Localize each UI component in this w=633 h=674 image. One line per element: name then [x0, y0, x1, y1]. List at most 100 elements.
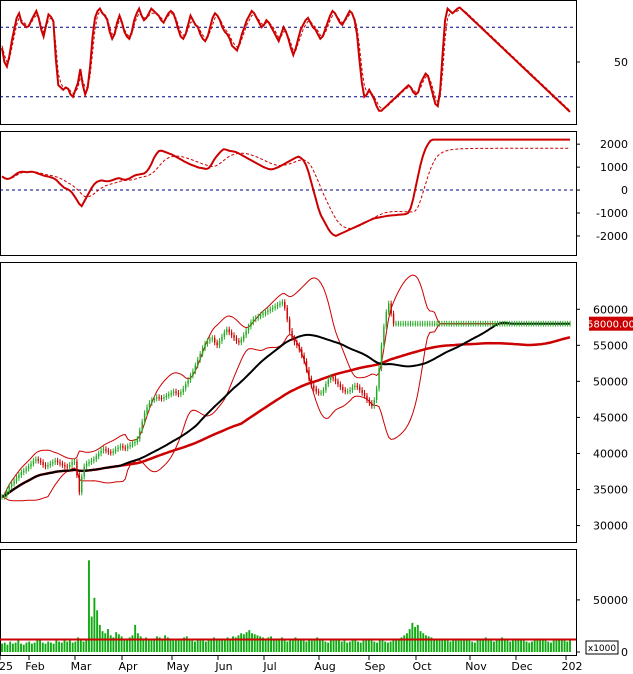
x-tick-label-1: Feb: [25, 660, 44, 673]
candle-body: [368, 400, 371, 403]
volume-bar: [221, 638, 224, 652]
candle-body: [436, 323, 438, 325]
candle-body: [342, 387, 344, 391]
volume-bar: [343, 640, 346, 652]
candle-body: [552, 323, 554, 325]
volume-bar: [166, 637, 169, 652]
candle-body: [390, 303, 392, 314]
volume-bar: [128, 637, 131, 652]
volume-bar: [348, 641, 351, 652]
volume-bar: [33, 642, 36, 652]
volume-bar: [321, 640, 324, 652]
candle-body: [508, 323, 511, 325]
candle-body: [168, 394, 170, 396]
candle-body: [525, 323, 528, 325]
candle-body: [204, 343, 206, 349]
x-tick-label-5: Jun: [214, 660, 232, 673]
volume-bar: [169, 638, 172, 652]
candle-body: [446, 323, 448, 325]
volume-bar: [115, 632, 118, 652]
candle-body: [533, 323, 535, 325]
candle-body: [199, 353, 201, 360]
volume-bar: [101, 631, 104, 652]
volume-bar: [150, 640, 153, 652]
x-tick-label-9: Oct: [412, 660, 432, 673]
bollinger-upper-line: [1, 274, 570, 498]
candle-body: [549, 323, 552, 325]
candle-body: [177, 392, 180, 395]
volume-bar: [408, 629, 411, 652]
candle-body: [165, 395, 168, 398]
candle-body: [494, 323, 496, 325]
volume-bar: [446, 640, 449, 652]
volume-bar: [210, 638, 213, 652]
x-tick-label-3: Apr: [118, 660, 138, 673]
volume-bar: [261, 637, 264, 652]
volume-bar: [327, 642, 330, 652]
candle-body: [523, 323, 525, 325]
candle-body: [349, 390, 351, 392]
volume-bar: [98, 624, 101, 652]
volume-bar: [180, 639, 183, 652]
candle-body: [462, 323, 465, 325]
candle-body: [247, 326, 250, 331]
volume-bar: [308, 639, 311, 652]
volume-bar: [30, 643, 33, 652]
volume-bar: [367, 638, 370, 652]
volume-bar: [256, 635, 259, 652]
candle-body: [264, 312, 267, 314]
volume-bar: [378, 640, 381, 652]
volume-bar: [242, 634, 245, 652]
candle-body: [155, 397, 158, 399]
candle-body: [197, 359, 199, 366]
candle-body: [209, 339, 211, 341]
volume-bar: [1, 643, 3, 652]
volume-bar: [147, 639, 150, 652]
oscillator-0-100-tick-label-0: 50: [614, 56, 628, 69]
candle-body: [153, 398, 155, 401]
volume-bar: [479, 639, 482, 652]
candle-body: [363, 392, 366, 396]
candle-body: [329, 377, 332, 380]
volume-bar: [202, 640, 205, 652]
candle-body: [95, 456, 97, 460]
price-tick-label-1: 55000: [593, 339, 628, 352]
volume-bar: [183, 637, 186, 652]
candle-body: [233, 335, 235, 339]
price-tick-label-2: 50000: [593, 375, 628, 388]
volume-bar: [351, 640, 354, 652]
volume-bar: [164, 635, 167, 652]
candle-body: [56, 460, 59, 463]
volume-tick-label-0: 50000: [593, 594, 628, 607]
candle-body: [378, 368, 380, 389]
candle-body: [255, 317, 257, 320]
volume-bar: [297, 638, 300, 652]
volume-bar: [310, 640, 313, 652]
candle-body: [163, 397, 165, 399]
volume-bar: [9, 641, 12, 652]
candle-body: [448, 323, 450, 325]
candle-body: [206, 340, 209, 344]
price-panel: [0, 262, 577, 543]
volume-bar: [495, 639, 498, 652]
volume-bar: [346, 642, 349, 652]
volume-bar: [362, 640, 365, 652]
candle-body: [380, 345, 383, 369]
volume-bar: [74, 641, 77, 652]
candle-body: [356, 385, 359, 388]
candle-body: [3, 495, 6, 497]
candle-body: [213, 338, 216, 343]
candle-body: [257, 316, 259, 318]
candle-body: [433, 323, 436, 325]
volume-bar: [484, 637, 487, 652]
candle-body: [484, 323, 487, 325]
volume-bar: [517, 638, 520, 652]
volume-bar: [272, 639, 275, 652]
candle-body: [562, 323, 564, 325]
candle-body: [431, 323, 433, 325]
volume-bar: [161, 639, 164, 652]
candle-body: [344, 390, 346, 392]
candle-body: [23, 470, 25, 473]
candle-body: [180, 392, 182, 395]
candle-body: [88, 462, 90, 464]
